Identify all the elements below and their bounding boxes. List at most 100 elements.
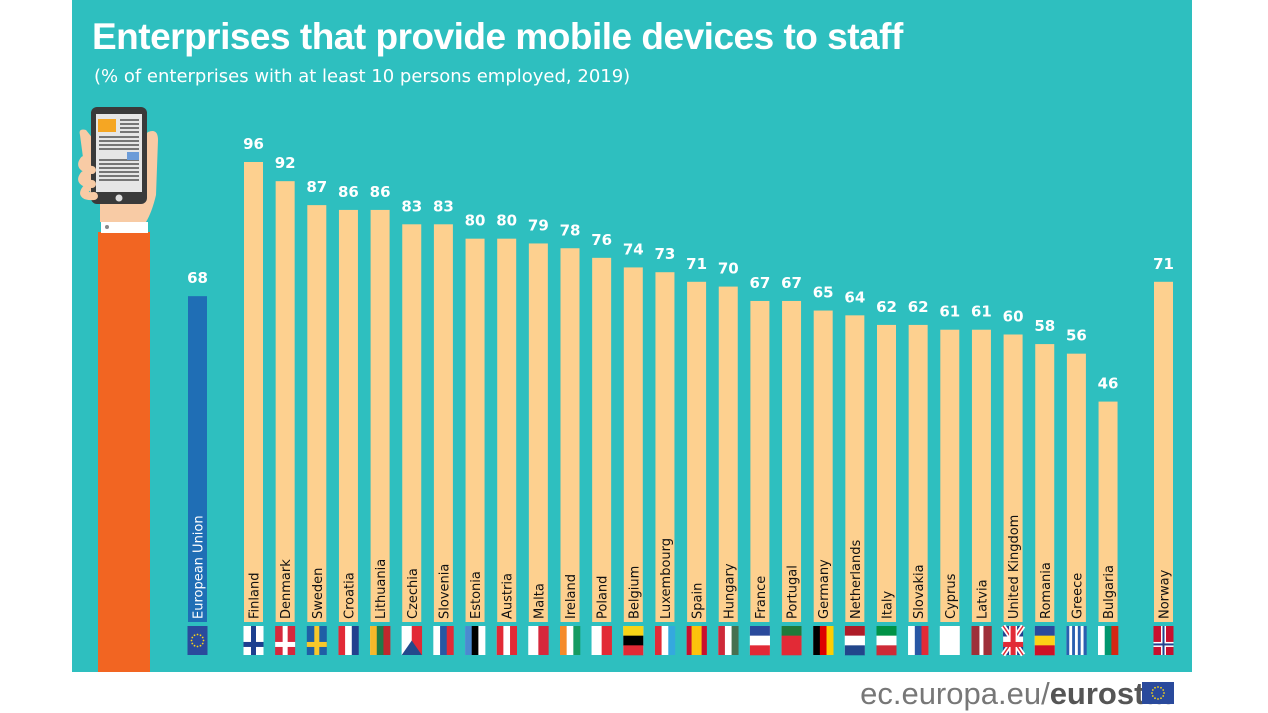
bar-estonia (465, 238, 485, 622)
bar-slovakia (908, 324, 928, 622)
bar-group-bulgaria: 46 Bulgaria (1098, 375, 1119, 655)
value-label: 92 (275, 154, 296, 172)
bar-group-germany: 65 Germany (813, 284, 834, 655)
flag-bulgaria-icon (1098, 626, 1119, 655)
category-label: Ireland (564, 574, 579, 619)
flag-germany-icon (813, 626, 834, 655)
category-label: Sweden (311, 568, 326, 619)
bar-group-norway: 71 Norway (1153, 255, 1174, 655)
flag-czechia-icon (401, 626, 423, 655)
category-label: France (754, 576, 769, 619)
bar-czechia (402, 224, 422, 622)
bar-united-kingdom (1003, 334, 1023, 622)
flag-denmark-icon (275, 626, 296, 655)
flag-belgium-icon (623, 626, 644, 656)
value-label: 83 (433, 197, 454, 215)
bar-group-sweden: 87 Sweden (306, 178, 327, 655)
category-label: Slovakia (912, 564, 927, 619)
bar-romania (1035, 344, 1055, 622)
value-label: 58 (1034, 317, 1055, 335)
bar-group-united-kingdom: 60 United Kingdom (1001, 308, 1026, 657)
flag-austria-icon (496, 626, 517, 655)
phone-home-button (115, 194, 123, 202)
flag-latvia-icon (971, 626, 992, 655)
bar-norway (1154, 281, 1173, 622)
category-label: Bulgaria (1102, 565, 1117, 619)
value-label: 62 (876, 298, 897, 316)
bar-group-finland: 96 Finland (243, 135, 264, 655)
bar-sweden (307, 205, 327, 622)
bar-belgium (623, 267, 643, 622)
bar-germany (813, 310, 833, 622)
flag-slovenia-icon (433, 626, 454, 655)
flag-sweden-icon (306, 626, 327, 655)
flag-cyprus-icon (939, 626, 960, 655)
category-label: Estonia (469, 571, 484, 619)
bar-group-hungary: 70 Hungary (718, 260, 739, 655)
bar-group-lithuania: 86 Lithuania (370, 183, 391, 655)
value-label: 61 (971, 303, 992, 321)
bar-group-european-union: 68 European Union (187, 269, 208, 655)
value-label: 67 (749, 274, 770, 292)
bar-group-denmark: 92 Denmark (275, 154, 296, 655)
bar-latvia (971, 329, 991, 622)
bar-group-france: 67 France (749, 274, 770, 656)
category-label: Lithuania (374, 559, 389, 619)
cuff-button (105, 225, 109, 229)
flag-united-kingdom-icon (1001, 624, 1026, 657)
bar-spain (687, 281, 707, 622)
flag-netherlands-icon (844, 626, 865, 656)
bar-italy (877, 324, 896, 622)
bar-luxembourg (655, 272, 675, 622)
value-label: 60 (1003, 308, 1024, 326)
category-label: Malta (532, 583, 547, 619)
category-label: Belgium (627, 566, 642, 619)
value-label: 71 (1153, 255, 1174, 273)
flag-estonia-icon (465, 626, 486, 655)
category-label: Norway (1158, 569, 1173, 619)
category-label: Portugal (786, 565, 801, 619)
bar-group-greece: 56 Greece (1066, 327, 1087, 655)
value-label: 61 (939, 303, 960, 321)
category-label: Hungary (722, 563, 737, 619)
bar-greece (1066, 353, 1086, 622)
bar-finland (244, 162, 263, 622)
category-label: Slovenia (437, 564, 452, 619)
value-label: 86 (370, 183, 391, 201)
bar-poland (592, 257, 612, 622)
category-label: Austria (501, 573, 516, 619)
chart-subtitle: (% of enterprises with at least 10 perso… (94, 66, 631, 87)
value-label: 62 (908, 298, 929, 316)
bar-denmark (275, 181, 295, 622)
category-label: Denmark (279, 559, 294, 619)
value-label: 78 (560, 221, 581, 239)
value-label: 71 (686, 255, 707, 273)
value-label: 65 (813, 284, 834, 302)
value-label: 76 (591, 231, 612, 249)
eurostat-footer[interactable]: ec.europa.eu/eurostat (860, 676, 1172, 712)
category-label: United Kingdom (1007, 515, 1022, 619)
flag-portugal-icon (781, 626, 802, 656)
value-label: 70 (718, 260, 739, 278)
arm-sleeve (98, 232, 150, 672)
bar-group-portugal: 67 Portugal (781, 274, 802, 656)
bar-lithuania (370, 209, 390, 622)
value-label: 56 (1066, 327, 1087, 345)
flag-finland-icon (243, 626, 264, 655)
value-label: 79 (528, 216, 549, 234)
bar-france (750, 300, 770, 622)
flag-hungary-icon (718, 626, 739, 655)
value-label: 80 (496, 212, 517, 230)
flag-luxembourg-icon (654, 626, 676, 655)
bar-group-belgium: 74 Belgium (623, 240, 644, 656)
category-label: European Union (192, 515, 207, 619)
category-label: Netherlands (849, 540, 864, 619)
bar-european-union (188, 296, 207, 622)
category-label: Spain (691, 583, 706, 619)
category-label: Finland (248, 573, 263, 619)
bar-cyprus (940, 329, 960, 622)
bar-portugal (782, 300, 802, 622)
category-label: Czechia (406, 568, 421, 619)
bar-hungary (718, 286, 738, 622)
